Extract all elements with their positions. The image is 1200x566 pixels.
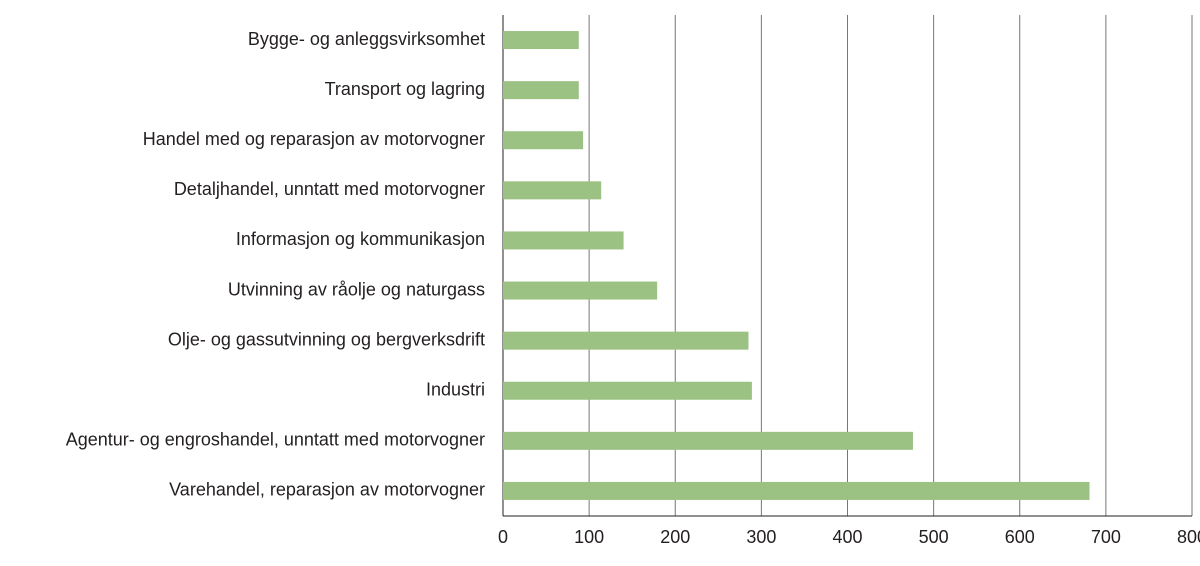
y-tick-label: Utvinning av råolje og naturgass [228,279,485,299]
bar [503,81,579,100]
bar [503,381,752,400]
x-tick-label: 500 [919,527,949,547]
y-tick-label: Handel med og reparasjon av motorvogner [143,129,485,149]
y-tick-label: Olje- og gassutvinning og bergverksdrift [168,329,485,349]
bar [503,481,1090,500]
x-tick-label: 600 [1005,527,1035,547]
x-tick-label: 100 [574,527,604,547]
bar [503,131,584,150]
x-tick-label: 0 [498,527,508,547]
y-tick-label: Transport og lagring [325,79,485,99]
y-tick-label: Varehandel, reparasjon av motorvogner [169,480,485,500]
x-tick-label: 200 [660,527,690,547]
y-tick-label: Detaljhandel, unntatt med motorvogner [174,179,485,199]
bar [503,431,913,450]
x-tick-label: 400 [832,527,862,547]
y-tick-label: Informasjon og kommunikasjon [236,229,485,249]
bar [503,231,624,250]
x-tick-label: 700 [1091,527,1121,547]
bar [503,181,602,200]
x-tick-label: 800 [1177,527,1200,547]
y-tick-label: Agentur- og engroshandel, unntatt med mo… [66,430,485,450]
y-tick-label: Bygge- og anleggsvirksomhet [248,29,485,49]
bar [503,281,658,300]
bar [503,331,749,350]
y-tick-label: Industri [426,380,485,400]
bar [503,31,579,50]
x-tick-label: 300 [746,527,776,547]
